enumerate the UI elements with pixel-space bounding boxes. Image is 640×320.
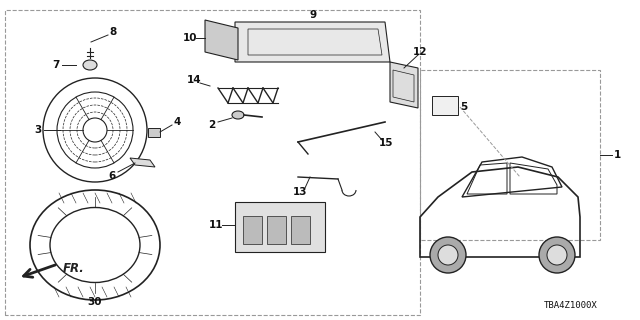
Text: 10: 10: [183, 33, 197, 43]
Bar: [243, 216, 262, 244]
Text: 5: 5: [460, 102, 468, 112]
Polygon shape: [235, 202, 325, 252]
Circle shape: [438, 245, 458, 265]
Bar: [432, 96, 458, 115]
Text: 3: 3: [35, 125, 42, 135]
Ellipse shape: [232, 111, 244, 119]
Text: 1: 1: [613, 150, 621, 160]
Text: 4: 4: [173, 117, 180, 127]
Polygon shape: [205, 20, 238, 60]
Polygon shape: [130, 158, 155, 167]
Bar: [291, 216, 310, 244]
Text: 9: 9: [309, 10, 317, 20]
Text: 6: 6: [108, 171, 116, 181]
Text: 11: 11: [209, 220, 223, 230]
Bar: [267, 216, 286, 244]
Ellipse shape: [83, 60, 97, 70]
Text: 7: 7: [52, 60, 60, 70]
Text: 14: 14: [187, 75, 202, 85]
Text: 15: 15: [379, 138, 393, 148]
Text: 30: 30: [88, 297, 102, 307]
Polygon shape: [390, 62, 418, 108]
Polygon shape: [235, 22, 390, 62]
Text: 13: 13: [292, 187, 307, 197]
Circle shape: [539, 237, 575, 273]
Circle shape: [547, 245, 567, 265]
Text: 2: 2: [209, 120, 216, 130]
Text: 8: 8: [109, 27, 116, 37]
Text: FR.: FR.: [63, 261, 84, 275]
Circle shape: [430, 237, 466, 273]
Bar: [148, 128, 160, 137]
Text: 12: 12: [413, 47, 428, 57]
Text: TBA4Z1000X: TBA4Z1000X: [544, 301, 598, 310]
